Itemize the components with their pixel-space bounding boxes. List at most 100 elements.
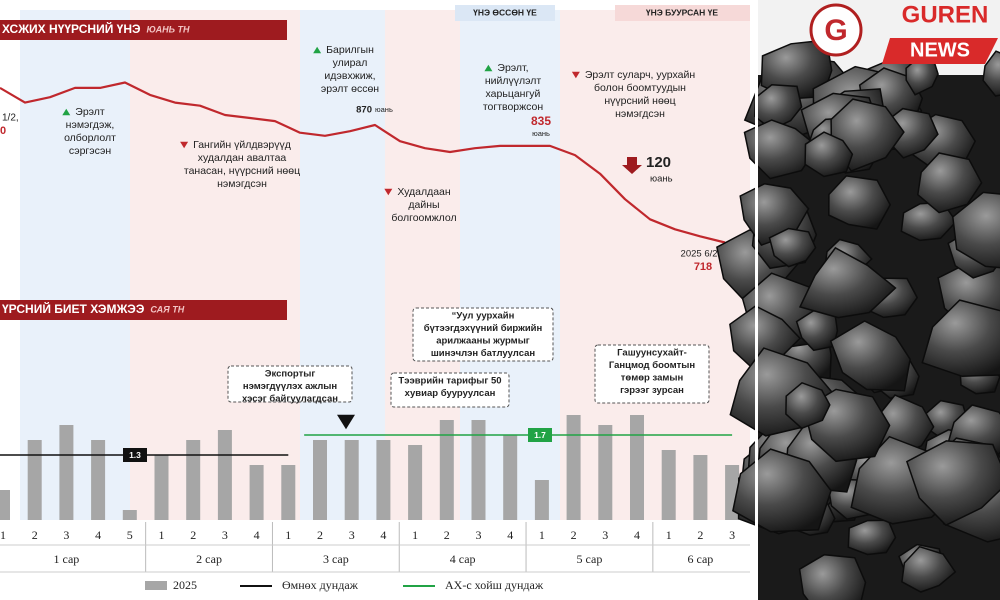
annotation-line: Эрэлт (75, 106, 105, 118)
callout-box (390, 372, 510, 408)
callout-box (412, 307, 554, 362)
x-tick-label: 1 (666, 528, 672, 542)
x-tick-label: 1 (539, 528, 545, 542)
coal-rock (785, 381, 831, 430)
annotation-line: дайны (408, 199, 439, 211)
bar (630, 415, 644, 520)
legend-label: АХ-с хойш дундаж (445, 578, 544, 592)
group-label: 2 сар (196, 552, 222, 566)
x-tick-label: 1 (285, 528, 291, 542)
x-tick-label: 2 (190, 528, 196, 542)
start-value: 0 (0, 125, 6, 137)
chart-title: ХСЖИХ НҮҮРСНИЙ ҮНЭ (2, 21, 141, 36)
price-line (0, 81, 726, 244)
bar (154, 455, 169, 520)
x-tick-label: 3 (349, 528, 355, 542)
up-marker (313, 46, 322, 54)
price-unit: юань (375, 105, 393, 114)
callout-line: нэмэгдүүлэх ажлын (243, 381, 337, 392)
bar (503, 435, 518, 520)
annotation-line: нүүрсний нөөц (604, 95, 675, 107)
annotation-line: болгоомжлол (391, 212, 456, 224)
down-marker (180, 141, 189, 149)
bar (344, 440, 359, 520)
bar (91, 440, 106, 520)
coal-rock (916, 152, 983, 214)
legend-swatch (145, 581, 167, 590)
x-tick-label: 3 (729, 528, 735, 542)
annotation-line: идэвхжиж, (324, 70, 375, 82)
coal-rock (768, 227, 817, 268)
bar (598, 425, 613, 520)
up-marker (484, 64, 493, 72)
annotation-line: Гангийн үйлдвэрүүд (193, 139, 291, 151)
bar (249, 465, 264, 520)
bar (661, 450, 676, 520)
x-tick-label: 1 (412, 528, 418, 542)
x-tick-label: 4 (507, 528, 513, 542)
x-tick-label: 4 (95, 528, 101, 542)
annotation-line: сэргэсэн (69, 145, 111, 157)
logo-tag: NEWS (910, 39, 970, 61)
chart-unit: ЮАНЬ ТН (147, 24, 190, 34)
annotation-line: нэмэгдсэн (615, 108, 665, 120)
annotation-line: Худалдаан (397, 186, 451, 198)
coal-rock (743, 119, 819, 180)
x-tick-label: 2 (697, 528, 703, 542)
legend-label: 2025 (173, 578, 197, 592)
coal-photo: G GUREN NEWS (716, 0, 1000, 600)
annotation-line: Эрэлт суларч, уурхайн (585, 69, 695, 81)
start-date: 1/2, (2, 113, 19, 124)
coal-rock (804, 131, 854, 178)
legend-label: Өмнөх дундаж (282, 578, 359, 592)
annotation-line: олборлолт (64, 132, 116, 144)
group-label: 1 сар (53, 552, 79, 566)
bar (313, 440, 327, 520)
callout-line: Гашуунсухайт- (617, 348, 687, 359)
x-tick-label: 5 (127, 528, 133, 542)
bar (693, 455, 708, 520)
coal-rock (828, 175, 892, 230)
price-date: 2025 6/23, (681, 249, 726, 260)
bar (27, 440, 42, 520)
down-marker (571, 71, 580, 79)
coal-rock (798, 246, 897, 319)
bar (59, 425, 74, 520)
coal-rock (798, 553, 867, 600)
annotation-line: нийлүүлэлт (485, 75, 542, 87)
bar (376, 440, 391, 520)
bar (471, 420, 486, 520)
callout-line: төмөр замын (621, 373, 684, 384)
x-tick-label: 1 (159, 528, 165, 542)
legend-fall: ҮНЭ БУУРСАН ҮЕ (646, 7, 718, 17)
callout-line: арилжааны журмыг (436, 336, 530, 347)
up-marker (62, 108, 71, 116)
annotation-line: Эрэлт, (497, 62, 528, 74)
bar (217, 430, 232, 520)
x-tick-label: 2 (32, 528, 38, 542)
drop-unit: юань (650, 174, 673, 185)
x-tick-label: 3 (222, 528, 228, 542)
x-tick-label: 3 (63, 528, 69, 542)
group-label: 6 сар (687, 552, 713, 566)
x-tick-label: 4 (634, 528, 640, 542)
average-box (528, 428, 552, 442)
title-bar (0, 20, 287, 40)
annotation-line: болон боомтуудын (594, 82, 686, 94)
logo-name: GUREN (902, 1, 989, 28)
legend-fall-box (615, 5, 750, 21)
bar (0, 490, 10, 520)
callout-line: шинэчлэн батлуулсан (431, 348, 536, 359)
drop-arrow (622, 157, 642, 174)
logo-circle (809, 3, 863, 57)
price-value: 718 (694, 261, 712, 273)
callout-line: хувиар бууруулсан (405, 388, 496, 399)
bar (534, 480, 549, 520)
callout-box (227, 365, 353, 403)
bar (408, 445, 423, 520)
coal-rock (901, 545, 957, 593)
x-tick-label: 2 (571, 528, 577, 542)
group-label: 4 сар (450, 552, 476, 566)
